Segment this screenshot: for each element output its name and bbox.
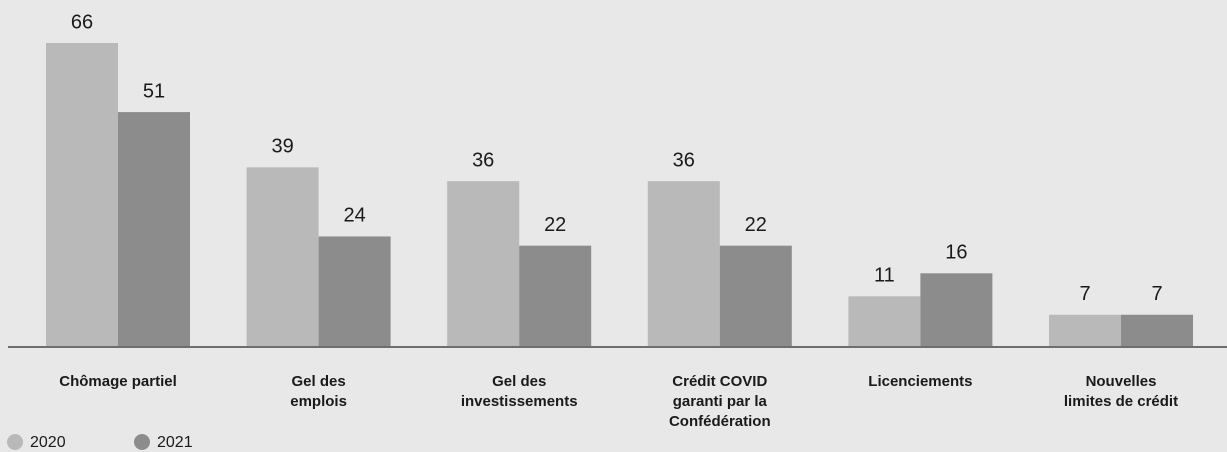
label-line: investissements (461, 393, 578, 410)
value-label: 11 (874, 265, 895, 287)
label-line: Gel des (492, 373, 546, 390)
value-label: 22 (544, 214, 566, 236)
label-line: Gel des (291, 373, 345, 390)
value-label: 39 (271, 136, 293, 158)
value-label: 36 (673, 149, 695, 171)
value-label: 16 (945, 242, 967, 264)
legend-swatch (7, 434, 23, 450)
x-tick-label: Gel des emplois (290, 373, 347, 410)
legend-label: 2020 (30, 434, 66, 451)
value-label: 24 (343, 205, 365, 227)
label-line: Nouvelles (1086, 373, 1157, 390)
bar (519, 245, 592, 347)
label-line: Licenciements (868, 373, 972, 390)
x-tick-label: Chômage partiel (59, 373, 177, 390)
bar (719, 245, 792, 347)
bar (246, 167, 319, 347)
value-label: 7 (1079, 283, 1090, 305)
bar (1121, 314, 1193, 347)
x-tick-label: Gel des investissements (461, 373, 578, 410)
bar (46, 43, 118, 347)
label-line: Crédit COVID (672, 373, 767, 390)
value-label: 51 (143, 80, 165, 102)
label-line: garanti par la (673, 393, 768, 410)
bar (848, 296, 921, 347)
label-line: Confédération (669, 413, 771, 430)
legend-label: 2021 (157, 434, 193, 451)
bar (318, 236, 391, 347)
bar (1049, 314, 1121, 347)
legend-swatch (134, 434, 150, 450)
label-line: emplois (290, 393, 347, 410)
bar (920, 273, 993, 347)
value-label: 66 (71, 11, 93, 33)
value-label: 22 (745, 214, 767, 236)
x-tick-label: Nouvelles limites de crédit (1064, 373, 1178, 410)
bar (447, 181, 520, 347)
label-line: Chômage partiel (59, 373, 177, 390)
value-label: 36 (472, 149, 494, 171)
x-tick-label: Crédit COVID garanti par la Confédération (669, 373, 771, 430)
label-line: limites de crédit (1064, 393, 1178, 410)
bar (647, 181, 720, 347)
x-tick-label: Licenciements (868, 373, 972, 390)
bar (118, 112, 190, 347)
value-label: 7 (1151, 283, 1162, 305)
